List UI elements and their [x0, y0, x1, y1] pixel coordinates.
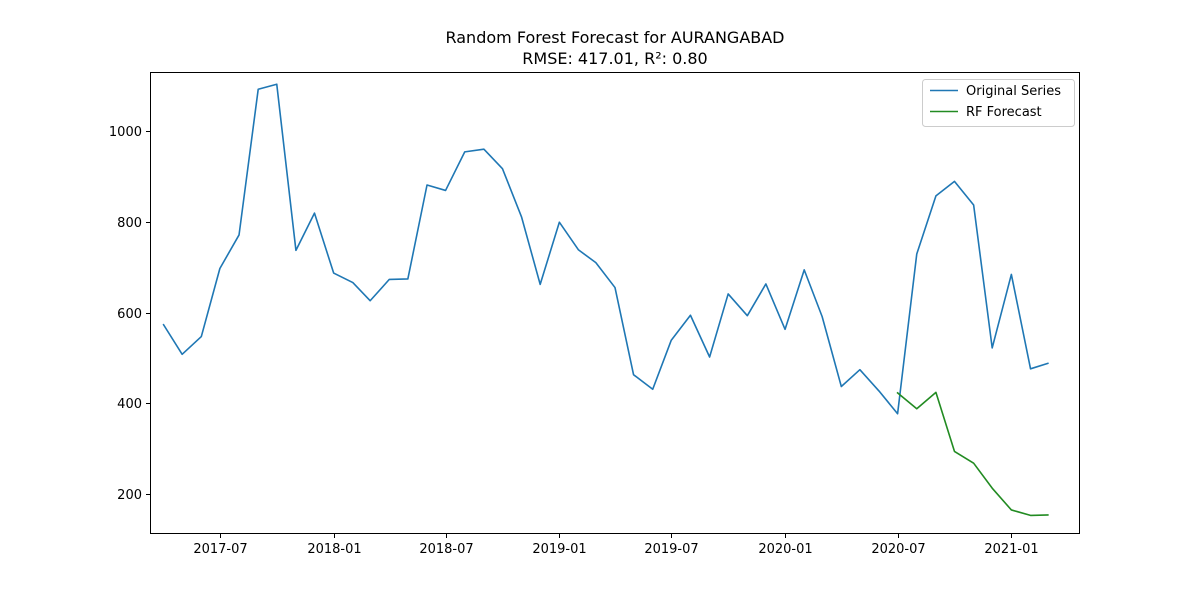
- series-layer: [162, 83, 1049, 517]
- y-tick-label: 200: [117, 488, 142, 503]
- plot-background: [150, 72, 1080, 534]
- series-line-0: [162, 83, 1049, 415]
- x-tick-label: 2019-07: [644, 542, 698, 557]
- axes-layer: 2017-07 2018-01 2018-07 2019-01 2019-07 2020-…: [109, 72, 1080, 557]
- x-tick-label: 2018-01: [307, 542, 361, 557]
- plot-area: [150, 72, 1080, 534]
- legend: Original Series RF Forecast: [922, 79, 1075, 127]
- y-tick-label: 1000: [109, 125, 142, 140]
- chart-title: Random Forest Forecast for AURANGABAD: [445, 28, 784, 47]
- y-tick-label: 400: [117, 397, 142, 412]
- x-tick-label: 2017-07: [193, 542, 247, 557]
- axes-frame: [150, 72, 1080, 534]
- x-tick-label: 2021-01: [984, 542, 1038, 557]
- legend-box: [922, 79, 1075, 127]
- y-tick-label: 800: [117, 216, 142, 231]
- legend-label-0: Original Series: [966, 84, 1061, 99]
- x-tick-label: 2020-07: [871, 542, 925, 557]
- chart-subtitle: RMSE: 417.01, R²: 0.80: [522, 49, 707, 68]
- legend-label-1: RF Forecast: [966, 105, 1042, 120]
- y-tick-label: 600: [117, 307, 142, 322]
- x-tick-label: 2020-01: [758, 542, 812, 557]
- series-line-1: [896, 391, 1049, 517]
- x-tick-label: 2019-01: [532, 542, 586, 557]
- x-tick-label: 2018-07: [419, 542, 473, 557]
